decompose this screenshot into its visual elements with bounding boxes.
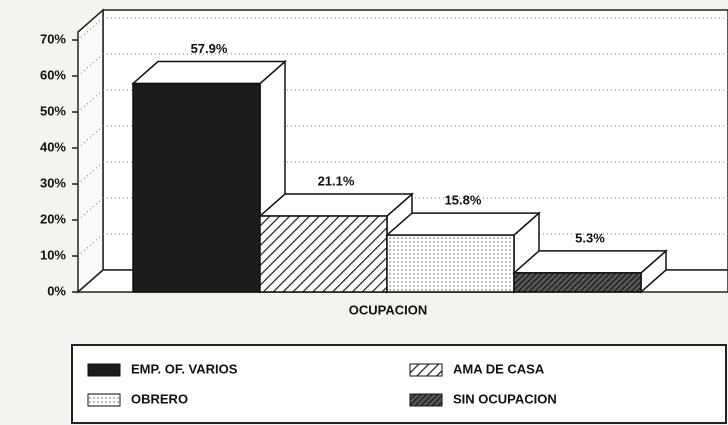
legend-label: EMP. OF. VARIOS — [131, 361, 238, 376]
legend-swatch — [409, 393, 443, 407]
legend-swatch — [409, 363, 443, 377]
legend-swatch — [87, 363, 121, 377]
value-label: 5.3% — [575, 230, 605, 245]
y-tick-label: 70% — [40, 31, 66, 46]
bar-front — [132, 82, 261, 293]
y-tick-label: 20% — [40, 211, 66, 226]
value-label: 21.1% — [318, 173, 355, 188]
grid-line — [77, 161, 104, 185]
bar-top — [131, 60, 287, 85]
legend-box — [71, 344, 727, 424]
legend-label: OBRERO — [131, 391, 188, 406]
bar — [258, 192, 414, 294]
side-wall — [77, 8, 104, 294]
grid-line — [77, 197, 104, 221]
y-tick-label: 40% — [40, 139, 66, 154]
grid-line — [77, 89, 104, 113]
bar-front — [513, 272, 642, 293]
y-tick-label: 60% — [40, 67, 66, 82]
x-axis-label: OCUPACION — [349, 302, 427, 317]
y-tick-label: 30% — [40, 175, 66, 190]
value-label: 15.8% — [445, 193, 482, 208]
y-tick-label: 10% — [40, 247, 66, 262]
y-tick-label: 50% — [40, 103, 66, 118]
grid-line — [77, 53, 104, 77]
bar — [512, 249, 668, 294]
bar-front — [259, 215, 388, 293]
grid-line — [77, 233, 104, 257]
grid-line — [77, 125, 104, 149]
bar-top — [258, 193, 414, 217]
legend-label: SIN OCUPACION — [453, 391, 557, 406]
grid-line — [77, 17, 104, 41]
bar-front — [386, 234, 515, 293]
value-label: 57.9% — [191, 41, 228, 56]
y-tick-label: 0% — [47, 283, 66, 298]
legend-swatch — [87, 393, 121, 407]
bar-top — [512, 250, 668, 274]
legend-label: AMA DE CASA — [453, 361, 545, 376]
bar-top — [385, 212, 541, 236]
